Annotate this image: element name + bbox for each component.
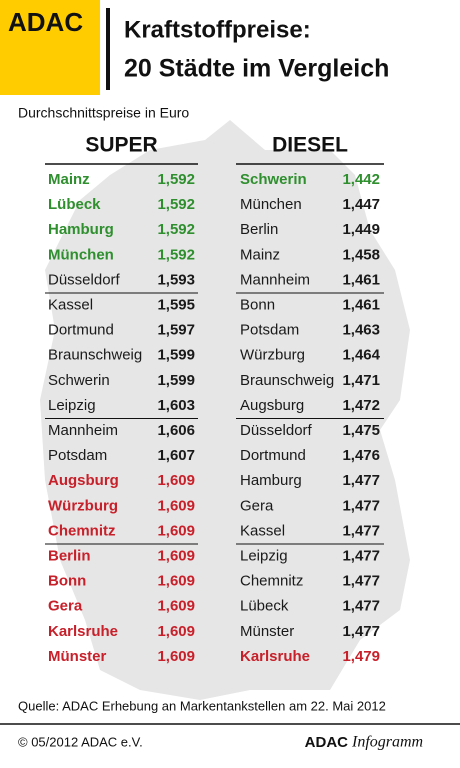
- price: 1,609: [157, 573, 195, 590]
- price: 1,447: [342, 196, 380, 213]
- copyright: © 05/2012 ADAC e.V.: [18, 734, 143, 749]
- subtitle: Durchschnittspreise in Euro: [18, 105, 189, 121]
- city: Mainz: [48, 171, 90, 188]
- price: 1,472: [342, 397, 380, 414]
- price: 1,477: [342, 497, 380, 514]
- source: Quelle: ADAC Erhebung an Markentankstell…: [18, 698, 386, 713]
- city: Leipzig: [48, 397, 96, 414]
- price: 1,463: [342, 322, 380, 339]
- price: 1,593: [157, 271, 195, 288]
- price: 1,609: [157, 598, 195, 615]
- brand: ADAC: [305, 734, 348, 751]
- price: 1,607: [157, 447, 195, 464]
- price: 1,464: [342, 347, 380, 364]
- column-heading: SUPER: [85, 134, 157, 157]
- city: Hamburg: [48, 221, 114, 238]
- price: 1,475: [342, 422, 380, 439]
- city: Düsseldorf: [240, 422, 313, 439]
- price: 1,477: [342, 623, 380, 640]
- price: 1,603: [157, 397, 195, 414]
- city: Potsdam: [240, 322, 299, 339]
- price: 1,609: [157, 472, 195, 489]
- price: 1,599: [157, 347, 195, 364]
- price: 1,592: [157, 196, 195, 213]
- city: Mannheim: [240, 271, 310, 288]
- city: Leipzig: [240, 547, 288, 564]
- city: Potsdam: [48, 447, 107, 464]
- price: 1,461: [342, 271, 380, 288]
- city: Würzburg: [240, 347, 305, 364]
- city: Braunschweig: [48, 347, 142, 364]
- map-background: [40, 120, 410, 700]
- city: Mannheim: [48, 422, 118, 439]
- city: Gera: [240, 497, 274, 514]
- price: 1,592: [157, 221, 195, 238]
- city: Dortmund: [240, 447, 306, 464]
- city: Karlsruhe: [48, 623, 118, 640]
- city: Chemnitz: [240, 573, 303, 590]
- logo-box: [0, 0, 100, 95]
- city: Dortmund: [48, 322, 114, 339]
- city: Augsburg: [48, 472, 119, 489]
- price: 1,609: [157, 547, 195, 564]
- price: 1,606: [157, 422, 195, 439]
- city: Hamburg: [240, 472, 302, 489]
- city: Münster: [240, 623, 294, 640]
- city: Kassel: [240, 522, 285, 539]
- price: 1,461: [342, 296, 380, 313]
- price: 1,477: [342, 472, 380, 489]
- city: Kassel: [48, 296, 93, 313]
- price: 1,477: [342, 547, 380, 564]
- price: 1,595: [157, 296, 195, 313]
- price: 1,597: [157, 322, 195, 339]
- city: Lübeck: [240, 598, 289, 615]
- logo: ADAC: [8, 7, 83, 37]
- city: Schwerin: [48, 372, 110, 389]
- city: Schwerin: [240, 171, 307, 188]
- price: 1,471: [342, 372, 380, 389]
- price: 1,592: [157, 171, 195, 188]
- divider: [106, 8, 110, 90]
- city: Bonn: [48, 573, 86, 590]
- city: Braunschweig: [240, 372, 334, 389]
- price: 1,442: [342, 171, 380, 188]
- city: Berlin: [240, 221, 278, 238]
- price: 1,479: [342, 648, 380, 665]
- price: 1,476: [342, 447, 380, 464]
- title-line2: 20 Städte im Vergleich: [124, 55, 389, 83]
- city: Düsseldorf: [48, 271, 121, 288]
- price: 1,477: [342, 573, 380, 590]
- brand-suffix: Infogramm: [351, 734, 423, 751]
- price: 1,449: [342, 221, 380, 238]
- price: 1,599: [157, 372, 195, 389]
- city: Bonn: [240, 296, 275, 313]
- price: 1,609: [157, 522, 195, 539]
- title-line1: Kraftstoffpreise:: [124, 16, 311, 43]
- price: 1,592: [157, 246, 195, 263]
- city: Karlsruhe: [240, 648, 310, 665]
- price: 1,609: [157, 497, 195, 514]
- price: 1,609: [157, 648, 195, 665]
- city: Augsburg: [240, 397, 304, 414]
- city: München: [240, 196, 302, 213]
- price: 1,609: [157, 623, 195, 640]
- city: Mainz: [240, 246, 280, 263]
- city: Lübeck: [48, 196, 101, 213]
- city: Münster: [48, 648, 107, 665]
- city: Berlin: [48, 547, 91, 564]
- price: 1,477: [342, 598, 380, 615]
- city: Würzburg: [48, 497, 118, 514]
- city: München: [48, 246, 114, 263]
- column-heading: DIESEL: [272, 134, 348, 157]
- city: Gera: [48, 598, 83, 615]
- price: 1,477: [342, 522, 380, 539]
- price: 1,458: [342, 246, 380, 263]
- city: Chemnitz: [48, 522, 116, 539]
